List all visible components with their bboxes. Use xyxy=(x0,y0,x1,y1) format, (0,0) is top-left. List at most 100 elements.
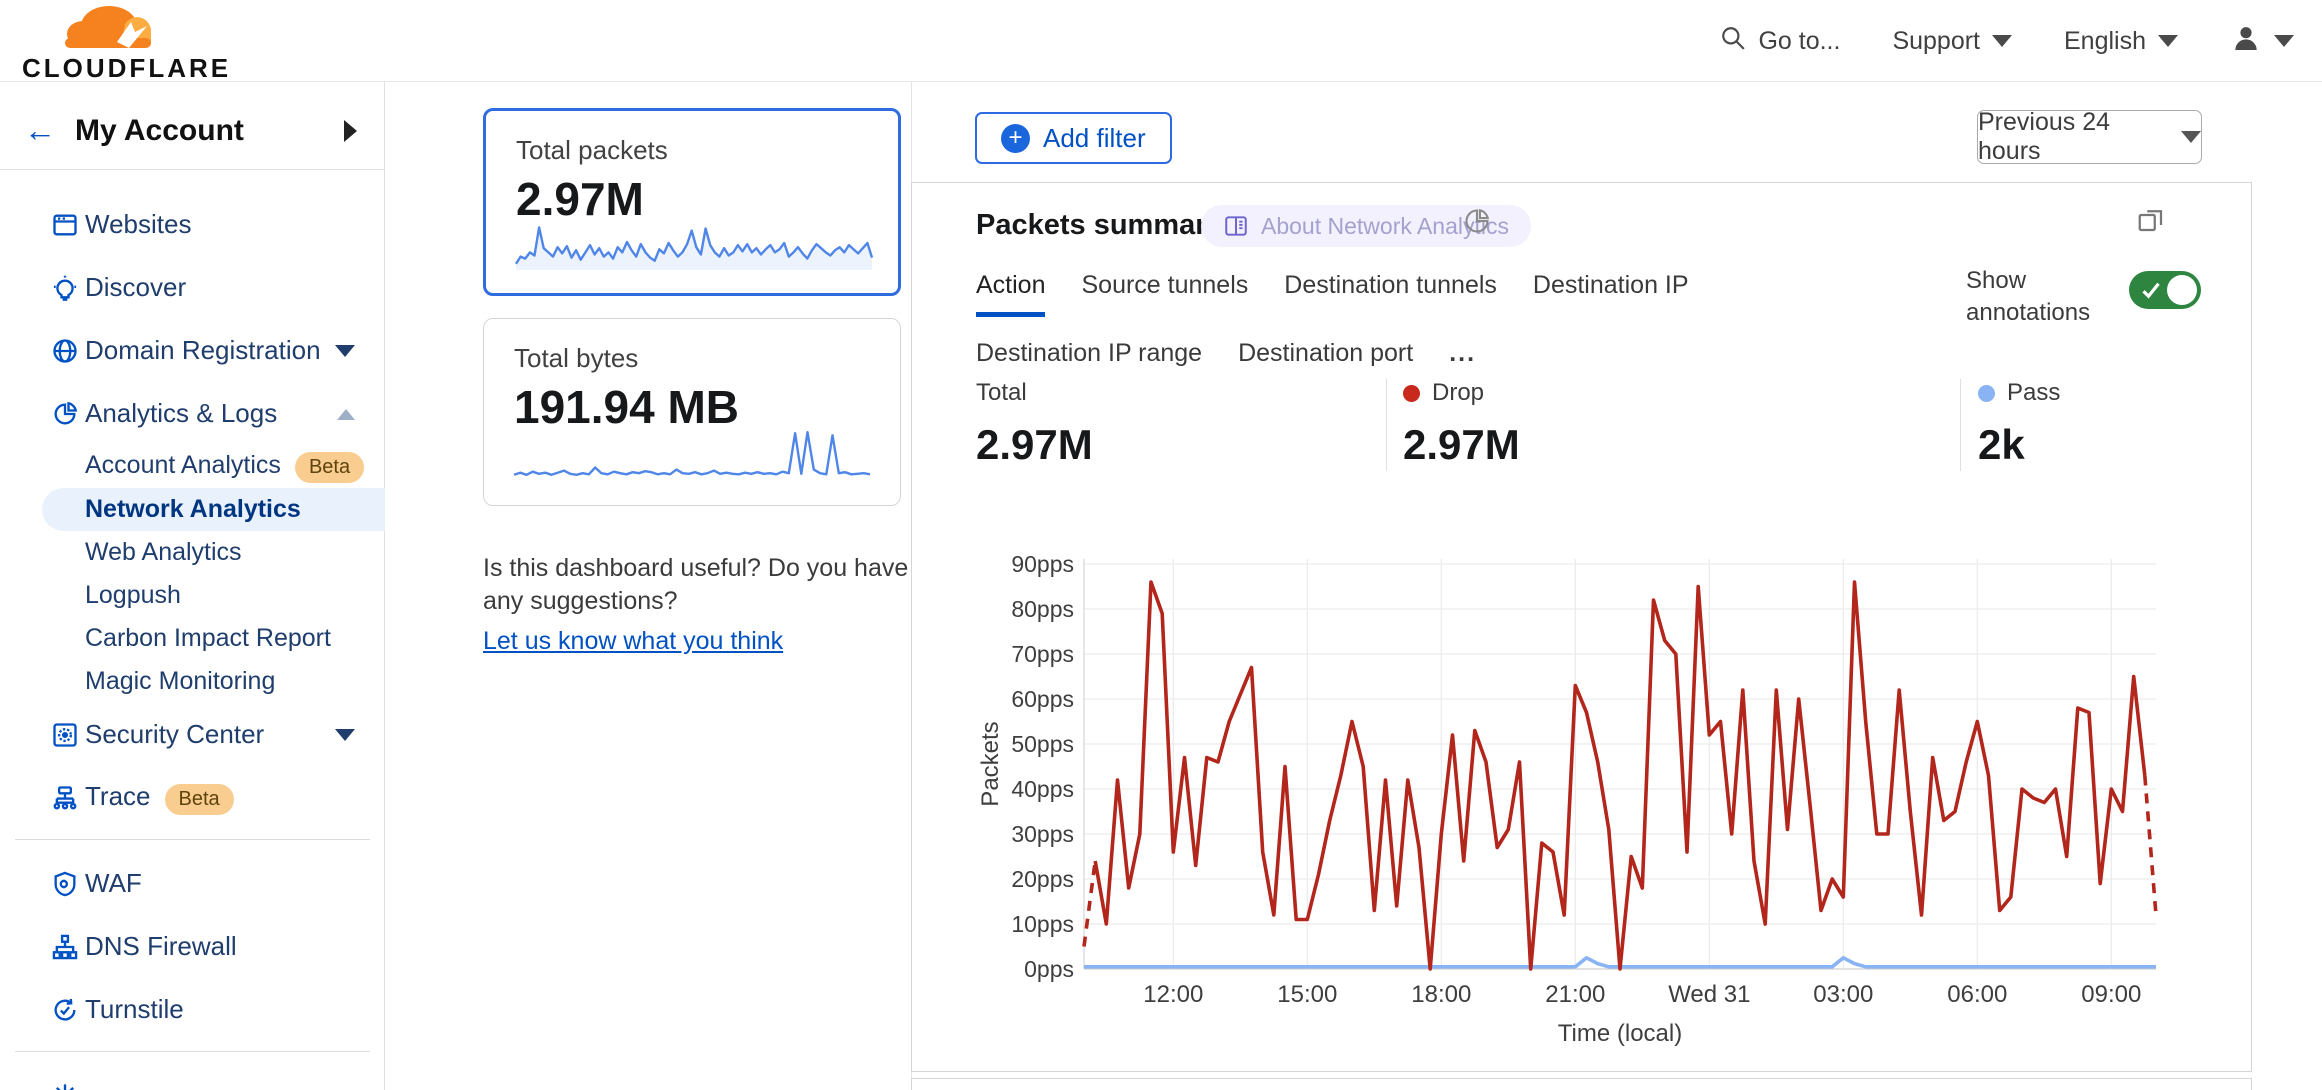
sidebar-item-domain-registration[interactable]: Domain Registration xyxy=(0,319,385,382)
y-tick-label: 70pps xyxy=(1011,641,1074,667)
chevron-right-icon[interactable] xyxy=(344,120,357,142)
chevron-down-icon xyxy=(2181,131,2201,143)
browser-icon xyxy=(50,210,80,240)
time-range-dropdown[interactable]: Previous 24 hours xyxy=(1977,108,2202,165)
pie-chart-icon[interactable] xyxy=(1463,207,1491,240)
stat-total: Total 2.97M xyxy=(976,379,1093,469)
support-label: Support xyxy=(1892,26,1980,55)
tab-source-tunnels[interactable]: Source tunnels xyxy=(1081,271,1249,299)
y-tick-label: 50pps xyxy=(1011,731,1074,757)
top-bar: CLOUDFLARE Go to... Support English xyxy=(0,0,2322,84)
more-tabs-button[interactable]: ... xyxy=(1449,339,1477,367)
next-panel-edge xyxy=(911,1078,2252,1090)
tab-destination-tunnels[interactable]: Destination tunnels xyxy=(1284,271,1497,299)
stat-value: 2.97M xyxy=(1403,421,1520,468)
annotations-toggle[interactable] xyxy=(2129,271,2201,309)
sidebar-item-trace[interactable]: Trace Beta xyxy=(0,766,385,829)
globe-icon xyxy=(50,336,80,366)
sidebar-item-label: Turnstile xyxy=(85,994,184,1024)
y-tick-label: 30pps xyxy=(1011,821,1074,847)
goto-search[interactable]: Go to... xyxy=(1720,25,1840,58)
sidebar-subitem-label: Logpush xyxy=(85,581,181,609)
sidebar-item-discover[interactable]: Discover xyxy=(0,256,385,319)
sidebar-subitem-label: Carbon Impact Report xyxy=(85,624,331,652)
sidebar-account-header: ← My Account xyxy=(0,90,385,170)
y-tick-label: 60pps xyxy=(1011,686,1074,712)
sidebar-item-websites[interactable]: Websites xyxy=(0,193,385,256)
sidebar-item-dns-firewall[interactable]: DNS Firewall xyxy=(0,915,385,978)
sidebar-subitem-label: Magic Monitoring xyxy=(85,667,276,695)
total-bytes-card[interactable]: Total bytes 191.94 MB xyxy=(483,318,901,506)
back-arrow-icon[interactable]: ← xyxy=(24,112,56,148)
stat-value: 2k xyxy=(1978,421,2025,468)
add-filter-button[interactable]: + Add filter xyxy=(975,112,1172,164)
search-icon xyxy=(1720,25,1746,58)
sidebar-item-label: Websites xyxy=(85,209,192,239)
beta-badge: Beta xyxy=(294,451,365,483)
add-filter-label: Add filter xyxy=(1043,122,1146,153)
sidebar-item-analytics-logs[interactable]: Analytics & Logs xyxy=(0,382,385,445)
x-tick-label: 09:00 xyxy=(2081,981,2141,1008)
expand-icon[interactable] xyxy=(2136,205,2166,240)
total-packets-card[interactable]: Total packets 2.97M xyxy=(483,108,901,296)
bytes-sparkline xyxy=(512,422,872,489)
tab-destination-ip-range[interactable]: Destination IP range xyxy=(976,339,1203,367)
sidebar-item-network-analytics[interactable]: Network Analytics xyxy=(42,488,385,531)
sidebar-item-magic-monitoring[interactable]: Magic Monitoring xyxy=(0,660,385,703)
x-tick-label: Wed 31 xyxy=(1668,981,1750,1008)
pass-legend-dot xyxy=(1978,384,1995,402)
stat-label: Drop xyxy=(1432,379,1485,406)
cloudflare-logo[interactable]: CLOUDFLARE xyxy=(22,4,232,84)
language-menu[interactable]: English xyxy=(2064,27,2178,56)
chevron-down-icon xyxy=(335,729,355,741)
packets-sparkline xyxy=(514,210,874,277)
sidebar-item-security-center[interactable]: Security Center xyxy=(0,703,385,766)
drop-line xyxy=(1093,580,2147,971)
account-menu[interactable] xyxy=(2230,22,2294,61)
show-annotations-label: Show annotations xyxy=(1966,267,2091,326)
sidebar-item-label: Security Center xyxy=(85,719,265,749)
sidebar-item-logpush[interactable]: Logpush xyxy=(0,574,385,617)
support-menu[interactable]: Support xyxy=(1892,27,2012,56)
tab-destination-ip[interactable]: Destination IP xyxy=(1532,271,1689,299)
language-label: English xyxy=(2064,26,2146,55)
trace-icon xyxy=(50,783,80,813)
pie-chart-icon xyxy=(50,399,80,429)
sidebar-item-account-analytics[interactable]: Account Analytics Beta xyxy=(0,445,385,488)
account-name[interactable]: My Account xyxy=(75,114,244,147)
check-icon xyxy=(2142,282,2160,299)
y-tick-label: 40pps xyxy=(1011,776,1074,802)
y-tick-label: 10pps xyxy=(1011,911,1074,937)
x-tick-label: 03:00 xyxy=(1813,981,1873,1008)
sidebar-item-partial[interactable] xyxy=(0,1064,385,1090)
sidebar-item-turnstile[interactable]: Turnstile xyxy=(0,978,385,1041)
sidebar-item-label: Discover xyxy=(85,272,187,302)
x-tick-label: 18:00 xyxy=(1411,981,1471,1008)
sidebar-item-carbon-impact-report[interactable]: Carbon Impact Report xyxy=(0,617,385,660)
feedback-question: Is this dashboard useful? Do you have an… xyxy=(483,554,909,615)
beta-badge: Beta xyxy=(164,783,234,815)
x-tick-label: 06:00 xyxy=(1947,981,2007,1008)
spark-icon xyxy=(50,1081,80,1090)
sidebar-divider xyxy=(15,1051,370,1052)
sidebar-item-web-analytics[interactable]: Web Analytics xyxy=(0,531,385,574)
sidebar: ← My Account Websites Discover Domain Regi… xyxy=(0,82,385,1090)
sidebar-item-waf[interactable]: WAF xyxy=(0,852,385,915)
packets-chart[interactable]: 0pps 10pps 20pps 30pps 40pps 50pps 60pps 70pps 8… xyxy=(976,549,2216,1054)
sidebar-divider xyxy=(15,839,370,840)
drop-line-dashed-start xyxy=(1082,860,1097,947)
tab-destination-port[interactable]: Destination port xyxy=(1238,339,1414,367)
chevron-down-icon xyxy=(1992,35,2012,47)
sidebar-item-label: WAF xyxy=(85,868,142,898)
tab-action[interactable]: Action xyxy=(976,271,1046,317)
chevron-up-icon xyxy=(337,409,355,420)
feedback-link[interactable]: Let us know what you think xyxy=(483,627,784,655)
sidebar-subitem-label: Network Analytics xyxy=(85,495,301,523)
book-icon xyxy=(1225,216,1247,236)
sidebar-subitem-label: Account Analytics Beta xyxy=(85,451,365,483)
y-tick-label: 80pps xyxy=(1011,596,1074,622)
brand-wordmark: CLOUDFLARE xyxy=(22,53,232,83)
panel-title: Packets summary xyxy=(976,209,1223,241)
card-value: 191.94 MB xyxy=(514,381,740,433)
